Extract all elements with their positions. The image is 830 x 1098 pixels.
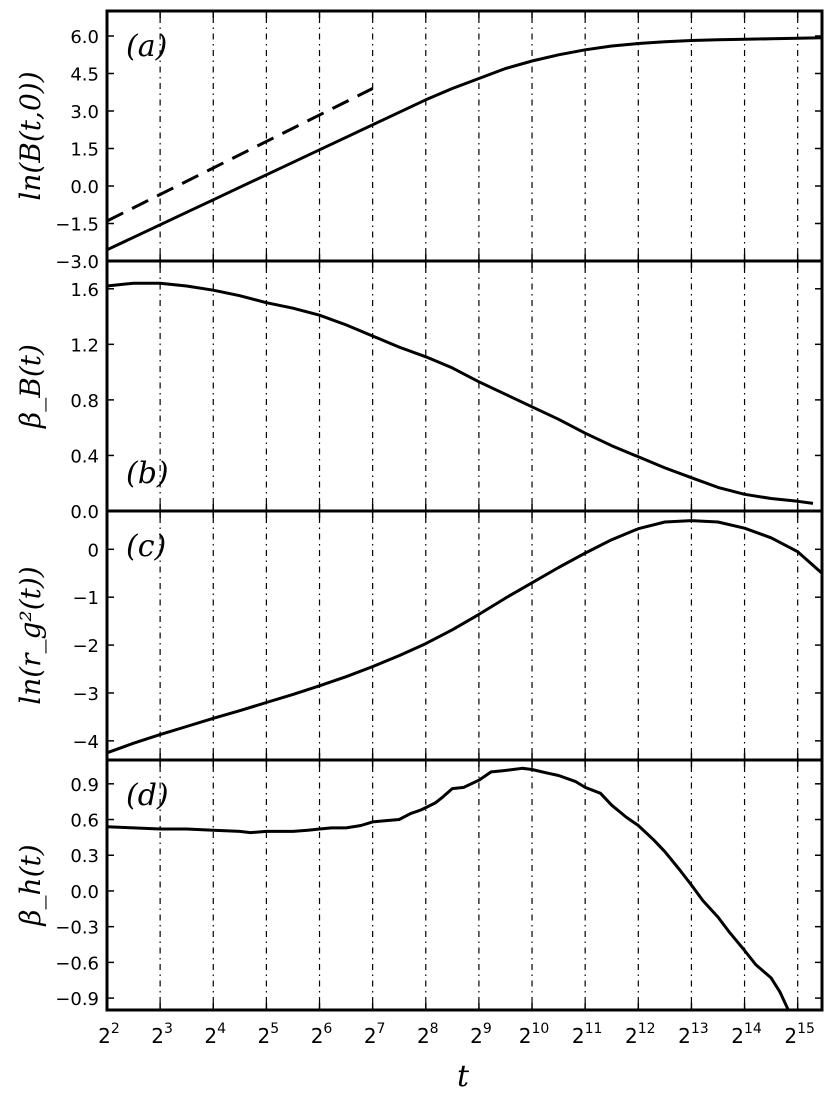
y-tick-label: 1.6 xyxy=(70,280,99,301)
x-tick-label: 212 xyxy=(625,1021,656,1048)
series-line-solid xyxy=(106,766,790,1011)
y-tick-label: −0.6 xyxy=(55,953,99,974)
x-tick-label: 213 xyxy=(678,1021,709,1048)
plot-frame xyxy=(105,9,824,263)
x-tick-label: 210 xyxy=(519,1021,550,1048)
series-line-solid xyxy=(106,36,823,252)
panel-d: −0.9 −0.6 −0.3 0.0 0.3 0.6 0.9 (d) β_h(t) xyxy=(14,758,824,1012)
y-tick-label: 0.6 xyxy=(70,811,99,832)
x-tick-label: 215 xyxy=(784,1021,815,1048)
y-tick-label: 1.5 xyxy=(70,140,99,161)
y-tick-label: 0.0 xyxy=(70,177,99,198)
panel-a: −3.0 −1.5 0.0 1.5 3.0 4.5 6.0 (a) ln(B(t,0)) xyxy=(14,9,824,273)
x-tick-label: 28 xyxy=(417,1021,439,1048)
y-tick-label: 0.8 xyxy=(70,391,99,412)
panel-label: (c) xyxy=(126,529,166,564)
y-tick-label: 0.0 xyxy=(70,502,99,523)
x-tick-label: 29 xyxy=(470,1021,492,1048)
panels-layer: −3.0−1.50.01.53.04.56.0 (a)ln(B(t,0))0.00… xyxy=(14,9,824,1012)
y-axis-label: ln(r_g²(t)) xyxy=(14,566,47,704)
panel-b: 0.0 0.4 0.8 1.2 1.6 (b) β_B(t) xyxy=(14,259,824,523)
x-tick-label: 25 xyxy=(258,1021,280,1048)
y-tick-label: −0.3 xyxy=(55,918,99,939)
y-tick-label: 1.2 xyxy=(70,335,99,356)
x-tick-label: 27 xyxy=(364,1021,386,1048)
panel-label: (d) xyxy=(126,778,169,813)
x-tick-label: 26 xyxy=(311,1021,333,1048)
series-line-solid xyxy=(106,281,814,505)
y-tick-label: 0.3 xyxy=(70,846,99,867)
panel-label: (b) xyxy=(126,456,169,491)
y-tick-label: −3 xyxy=(72,684,99,705)
x-tick-label: 211 xyxy=(572,1021,603,1048)
y-tick-label: 0.9 xyxy=(70,775,99,796)
series-line-solid xyxy=(106,519,823,755)
x-tick-label: 24 xyxy=(204,1021,226,1048)
y-tick-label: 0 xyxy=(88,540,99,561)
series-line-dashed xyxy=(106,87,374,223)
y-tick-label: −3.0 xyxy=(55,252,99,273)
y-tick-label: 0.4 xyxy=(70,446,99,467)
x-tick-label: 23 xyxy=(151,1021,173,1048)
plot-frame xyxy=(105,758,824,1012)
y-tick-label: −1 xyxy=(72,588,99,609)
y-tick-label: 0.0 xyxy=(70,882,99,903)
y-axis-label: β_h(t) xyxy=(14,844,47,926)
y-tick-label: −2 xyxy=(72,636,99,657)
x-tick-label: 22 xyxy=(98,1021,120,1048)
y-tick-label: −0.9 xyxy=(55,989,99,1010)
panel-c: −4 −3 −2 −1 0 (c) ln(r_g²(t)) xyxy=(14,509,824,762)
x-tick-label: 214 xyxy=(731,1021,762,1048)
y-tick-label: −1.5 xyxy=(55,215,99,236)
y-tick-label: 3.0 xyxy=(70,102,99,123)
x-tick-labels: 22 23 24 25 26 27 28 29 210 211 212 213 214 215 xyxy=(98,1021,815,1048)
panel-label: (a) xyxy=(126,29,167,64)
y-tick-label: −4 xyxy=(72,732,99,753)
y-axis-label: ln(B(t,0)) xyxy=(14,71,47,200)
y-tick-label: 4.5 xyxy=(70,65,99,86)
plot-frame xyxy=(105,509,824,762)
x-axis-label: t xyxy=(457,1059,470,1094)
plot-frame xyxy=(105,259,824,513)
y-tick-label: 6.0 xyxy=(70,27,99,48)
y-axis-label: β_B(t) xyxy=(14,344,47,429)
